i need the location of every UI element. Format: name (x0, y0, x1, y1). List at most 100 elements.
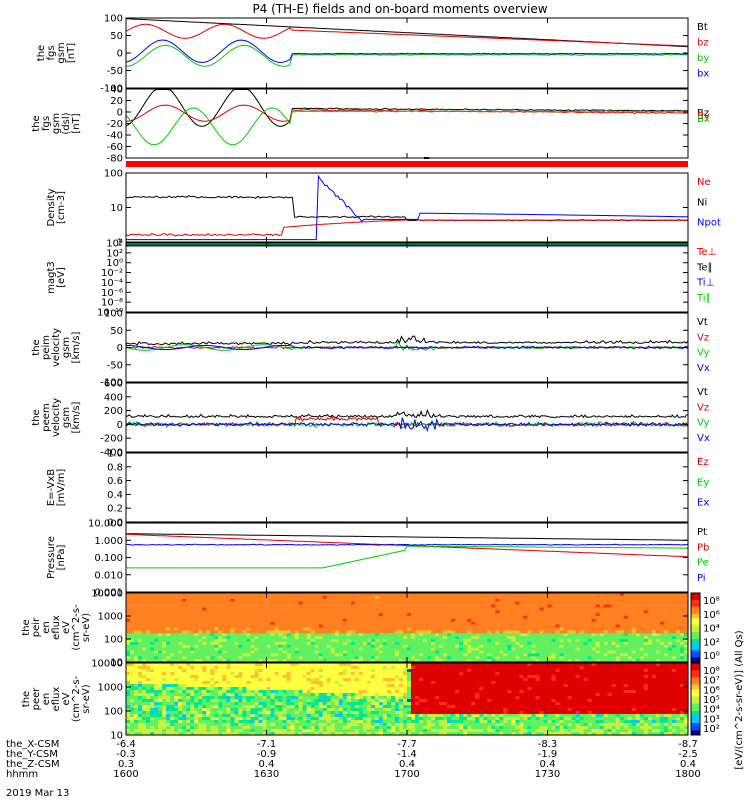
spectrogram-cell (154, 627, 159, 631)
spectrogram-cell (370, 639, 376, 643)
spectrogram-cell (174, 604, 179, 608)
spectrogram-cell (234, 705, 239, 709)
spectrogram-cell (286, 618, 292, 623)
spectrogram-cell (182, 699, 187, 703)
spectrogram-cell (447, 621, 452, 626)
spectrogram-cell (443, 621, 448, 626)
spectrogram-cell (547, 641, 553, 646)
spectrogram-cell (551, 610, 557, 614)
spectrogram-cell (395, 627, 400, 631)
spectrogram-cell (278, 663, 284, 667)
spectrogram-cell (146, 711, 151, 715)
spectrogram-cell (186, 613, 191, 617)
spectrogram-cell (218, 639, 223, 643)
spectrogram-cell (130, 702, 135, 706)
y-axis-label-line: the (31, 115, 42, 131)
spectrogram-cell (198, 678, 203, 682)
spectrogram-cell (130, 633, 135, 637)
spectrogram-cell (407, 604, 412, 608)
spectrogram-cell (302, 699, 308, 703)
spectrogram-cell (178, 720, 183, 724)
spectrogram-cell (206, 633, 211, 637)
spectrogram-cell (310, 693, 316, 697)
spectrogram-cell (451, 616, 456, 620)
spectrogram-cell (611, 618, 617, 623)
spectrogram-cell (290, 624, 296, 629)
spectrogram-cell (459, 644, 464, 649)
spectrogram-cell (206, 607, 211, 611)
spectrogram-cell (150, 708, 155, 712)
y-tick-label: 0.2 (107, 504, 123, 515)
spectrogram-cell (503, 598, 508, 603)
spectrogram-cell (298, 633, 304, 637)
spectrogram-cell (563, 624, 569, 629)
spectrogram-cell (222, 607, 227, 611)
spectrogram-cell (547, 653, 553, 657)
spectrogram-cell (138, 644, 143, 649)
spectrogram-cell (523, 636, 528, 640)
spectrogram-cell (607, 644, 613, 649)
spectrogram-cell (358, 621, 364, 626)
spectrogram-cell (134, 672, 139, 676)
spectrogram-cell (270, 650, 276, 654)
spectrogram-cell (386, 659, 392, 663)
spectrogram-cell (258, 708, 264, 712)
spectrogram-cell (487, 641, 492, 646)
spectrogram-cell (342, 607, 348, 611)
spectrogram-cell (499, 656, 504, 660)
spectrogram-cell (230, 601, 235, 606)
spectrogram-cell (318, 659, 324, 663)
spectrogram-cell (206, 678, 211, 682)
spectrogram-cell (322, 607, 328, 611)
colorbar-step (691, 652, 700, 656)
spectrogram-cell (334, 618, 340, 623)
spectrogram-cell (471, 598, 476, 603)
spectrogram-cell (178, 598, 183, 603)
spectrogram-cell (507, 639, 512, 643)
spectrogram-cell (555, 653, 561, 657)
spectrogram-cell (266, 624, 272, 629)
spectrogram-cell (306, 613, 312, 617)
spectrogram-cell (166, 684, 171, 688)
spectrogram-cell (531, 610, 536, 614)
spectrogram-cell (386, 644, 392, 649)
spectrogram-cell (274, 696, 280, 700)
spectrogram-cell (671, 653, 677, 657)
spectrogram-cell (246, 595, 251, 600)
spectrogram-cell (162, 666, 167, 670)
spectrogram-cell (579, 641, 585, 646)
spectrogram-cell (278, 690, 284, 694)
spectrogram-cell (250, 647, 255, 652)
spectrogram-cell (374, 639, 380, 643)
spectrogram-cell (214, 616, 219, 620)
spectrogram-cell (306, 666, 312, 670)
spectrogram-cell (158, 593, 163, 597)
legend-bz: bz (697, 38, 709, 49)
spectrogram-cell (619, 627, 625, 631)
spectrogram-cell (258, 656, 264, 660)
spectrogram-cell (531, 621, 536, 626)
spectrogram-cell (523, 624, 528, 629)
spectrogram-cell (246, 687, 251, 691)
spectrogram-cell (611, 616, 617, 620)
y-tick-label: -50 (107, 360, 123, 371)
spectrogram-cell (680, 595, 685, 600)
spectrogram-cell (314, 663, 320, 667)
spectrogram-cell (306, 672, 312, 676)
spectrogram-cell (310, 639, 316, 643)
spectrogram-cell (382, 644, 388, 649)
spectrogram-cell (467, 621, 472, 626)
spectrogram-cell (210, 659, 215, 663)
spectrogram-cell (230, 687, 235, 691)
spectrogram-cell (210, 598, 215, 603)
spectrogram-cell (218, 690, 223, 694)
spectrogram-cell (370, 636, 376, 640)
spectrogram-cell (274, 693, 280, 697)
spectrogram-cell (310, 621, 316, 626)
spectrogram-cell (463, 624, 468, 629)
spectrogram-cell (282, 672, 288, 676)
spectrogram-cell (182, 678, 187, 682)
spectrogram-cell (286, 714, 292, 718)
spectrogram-cell (467, 610, 472, 614)
spectrogram-cell (463, 616, 468, 620)
